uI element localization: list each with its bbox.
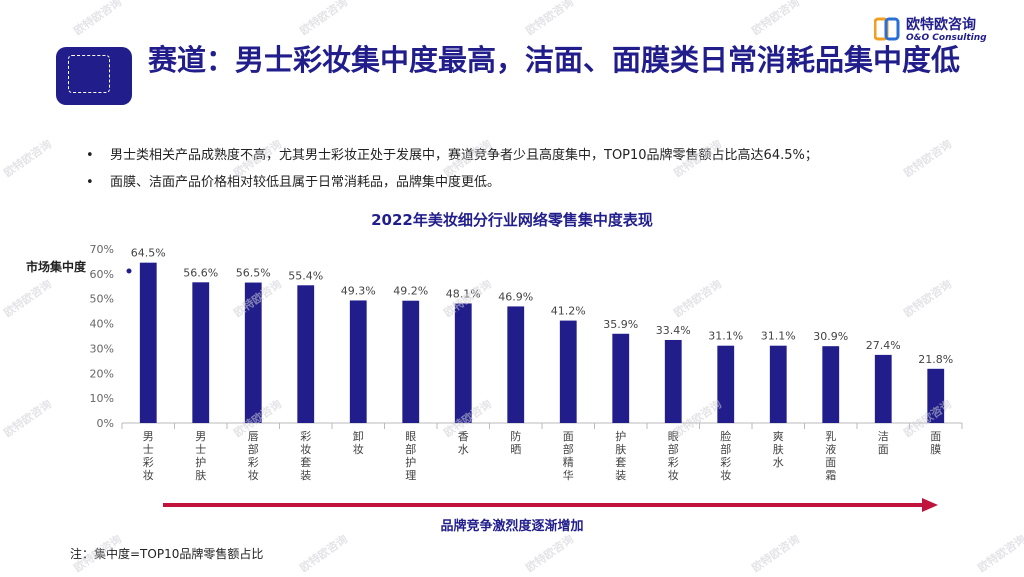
x-tick-label: 眼部护理	[405, 430, 416, 482]
bullet-item: • 面膜、洁面产品价格相对较低且属于日常消耗品，品牌集中度更低。	[86, 169, 986, 196]
data-label: 49.3%	[341, 284, 376, 297]
bar	[349, 300, 367, 423]
y-tick-label: 40%	[90, 318, 114, 331]
data-label: 35.9%	[603, 318, 638, 331]
x-tick-label: 防晒	[510, 429, 521, 456]
bullet-text: 面膜、洁面产品价格相对较低且属于日常消耗品，品牌集中度更低。	[110, 175, 501, 190]
y-axis-label: 市场集中度	[26, 259, 87, 274]
bullet-text: 男士类相关产品成熟度不高，尤其男士彩妆正处于发展中，赛道竞争者少且高度集中，TO…	[110, 148, 818, 163]
data-label: 41.2%	[551, 305, 586, 318]
x-tick-label: 卸妆	[353, 429, 364, 456]
bar	[559, 320, 577, 423]
y-axis-label-marker	[126, 268, 132, 274]
y-tick-label: 0%	[97, 417, 114, 430]
bar	[454, 303, 472, 423]
logo-text-en: O&O Consulting	[906, 33, 987, 43]
y-tick-label: 30%	[90, 342, 114, 355]
data-label: 31.1%	[708, 330, 743, 343]
data-label: 30.9%	[813, 330, 848, 343]
x-tick-label: 唇部彩妆	[248, 430, 259, 482]
logo-mark-icon	[874, 17, 900, 41]
y-tick-label: 20%	[90, 367, 114, 380]
bullet-dot: •	[86, 175, 94, 190]
x-tick-label: 爽肤水	[773, 430, 784, 469]
data-label: 56.5%	[236, 267, 271, 280]
bar	[402, 300, 420, 423]
x-tick-label: 彩妆套装	[300, 430, 311, 482]
bullet-list: • 男士类相关产品成熟度不高，尤其男士彩妆正处于发展中，赛道竞争者少且高度集中，T…	[86, 142, 986, 196]
data-label: 48.1%	[446, 287, 481, 300]
bar	[769, 345, 787, 423]
x-tick-label: 面部精华	[563, 430, 574, 482]
data-label: 33.4%	[656, 324, 691, 337]
x-tick-label: 脸部彩妆	[720, 429, 731, 482]
data-label: 56.6%	[183, 266, 218, 279]
bar	[139, 262, 157, 423]
bar	[297, 285, 315, 423]
data-label: 27.4%	[866, 339, 901, 352]
page-title: 赛道：男士彩妆集中度最高，洁面、面膜类日常消耗品集中度低	[148, 43, 961, 77]
trend-arrow-label: 品牌竞争激烈度逐渐增加	[440, 518, 583, 534]
x-tick-label: 男士彩妆	[143, 430, 154, 482]
y-tick-label: 50%	[90, 293, 114, 306]
data-label: 49.2%	[393, 285, 428, 298]
y-tick-label: 60%	[90, 268, 114, 281]
x-tick-label: 男士护肤	[195, 430, 206, 482]
data-label: 31.1%	[761, 330, 796, 343]
bar	[664, 339, 682, 423]
y-tick-label: 10%	[90, 392, 114, 405]
data-label: 21.8%	[918, 353, 953, 366]
bar	[192, 282, 210, 423]
logo-text-cn: 欧特欧咨询	[906, 17, 976, 33]
chart-title: 2022年美妆细分行业网络零售集中度表现	[371, 211, 653, 229]
footnote: 注：集中度=TOP10品牌零售额占比	[70, 547, 264, 561]
title-icon	[56, 47, 132, 105]
data-label: 55.4%	[288, 269, 323, 282]
x-tick-label: 护肤套装	[615, 429, 626, 482]
data-label: 64.5%	[131, 247, 166, 260]
x-tick-label: 眼部彩妆	[668, 430, 679, 482]
x-tick-label: 乳液面霜	[825, 430, 836, 482]
bullet-dot: •	[86, 148, 94, 163]
x-tick-label: 洁面	[878, 430, 889, 456]
bar	[927, 368, 945, 423]
bar	[244, 282, 262, 423]
bar	[717, 345, 735, 423]
company-logo: 欧特欧咨询 O&O Consulting	[874, 14, 994, 50]
bar	[874, 354, 892, 423]
bar	[507, 306, 525, 423]
bar	[612, 333, 630, 423]
x-tick-label: 面膜	[930, 430, 941, 456]
bar	[822, 346, 840, 423]
bullet-item: • 男士类相关产品成熟度不高，尤其男士彩妆正处于发展中，赛道竞争者少且高度集中，T…	[86, 142, 986, 169]
x-tick-label: 香水	[458, 430, 469, 456]
trend-arrow-head-icon	[922, 498, 938, 512]
data-label: 46.9%	[498, 290, 533, 303]
y-tick-label: 70%	[90, 243, 114, 256]
